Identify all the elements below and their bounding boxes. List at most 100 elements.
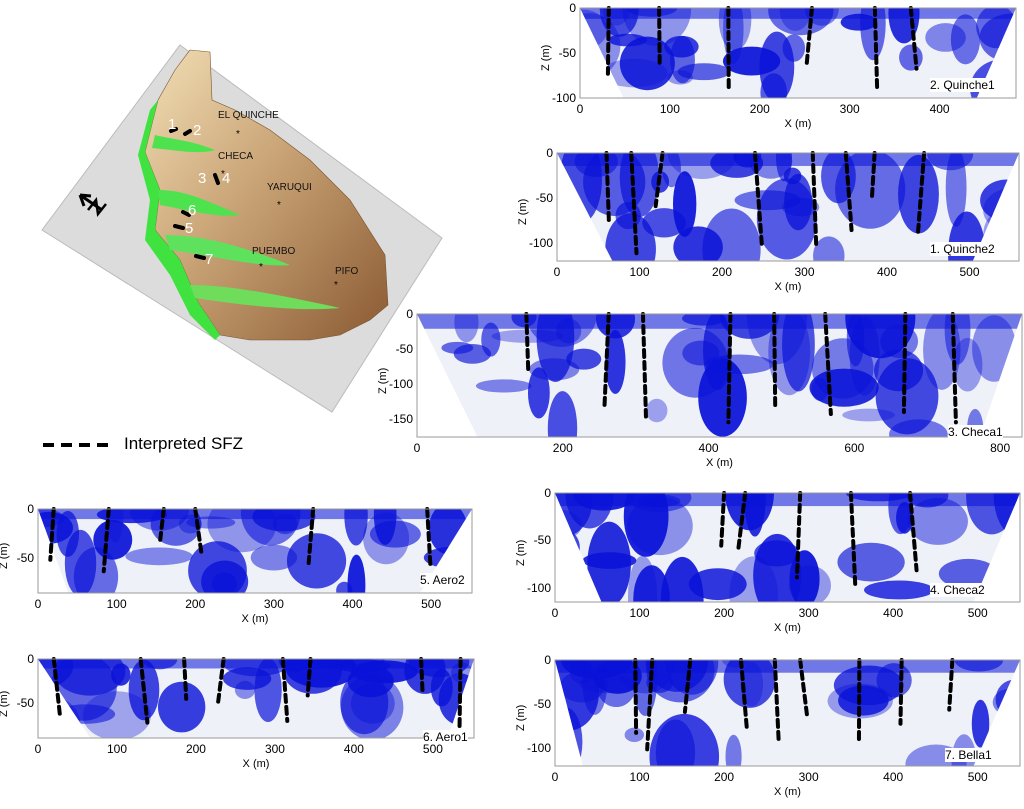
resistivity-anomaly: [907, 497, 968, 545]
sfz-fault-line: [908, 6, 919, 71]
x-tick-label: 800: [990, 441, 1011, 455]
sfz-fault-line: [848, 491, 858, 587]
y-tick-label: 0: [406, 307, 413, 321]
profile-panel-bella1: 0 100 200 300 400 500 0 -50 -100 X (m) Z (m): [515, 653, 1021, 798]
town-label: PIFO: [335, 266, 359, 277]
resistivity-anomaly: [547, 391, 578, 437]
surface-layer: [38, 509, 472, 520]
resistivity-anomaly: [605, 213, 656, 261]
x-tick-label: 400: [342, 597, 363, 611]
sfz-fault-line: [182, 657, 189, 701]
x-tick-label: 0: [413, 441, 421, 455]
sfz-fault-line: [604, 151, 611, 224]
y-axis-label: Z (m): [515, 704, 527, 731]
x-tick-label: 100: [629, 265, 650, 279]
resistivity-anomaly: [725, 734, 742, 766]
resistivity-anomaly: [369, 520, 421, 548]
resistivity-anomaly: [82, 691, 151, 738]
panel-frame: [37, 658, 475, 739]
y-tick-label: 0: [27, 652, 34, 666]
sfz-fault-line: [101, 507, 111, 574]
sfz-fault-line: [772, 658, 781, 746]
town-star: *: [236, 129, 240, 140]
x-tick-label: 200: [711, 265, 733, 279]
resistivity-anomaly: [423, 546, 472, 570]
resistivity-anomaly: [607, 33, 648, 47]
x-tick-label: 600: [844, 441, 865, 455]
resistivity-section: [37, 657, 475, 739]
sfz-fault-line: [138, 657, 150, 725]
y-tick-label: 0: [544, 486, 551, 500]
profile-title: 7. Bella1: [945, 748, 992, 762]
y-axis-label: Z (m): [0, 542, 10, 569]
town-star: *: [334, 280, 338, 291]
x-axis-label: X (m): [784, 118, 812, 130]
sfz-fault-line: [869, 151, 877, 200]
profile-title: 1. Quinche2: [930, 242, 995, 256]
resistivity-anomaly: [753, 533, 802, 602]
resistivity-anomaly: [556, 531, 580, 564]
resistivity-anomaly: [125, 547, 193, 566]
x-axis-label: X (m): [774, 281, 802, 293]
y-tick-label: -50: [16, 551, 34, 566]
sfz-fault-line: [602, 312, 611, 410]
x-tick-label: 200: [552, 441, 573, 455]
x-tick-label: 400: [698, 441, 719, 455]
y-tick-label: -50: [535, 191, 553, 205]
valley-branch: [165, 235, 290, 266]
resistivity-anomaly: [813, 236, 845, 261]
panel-frame: [37, 508, 473, 594]
resistivity-anomaly: [340, 671, 389, 735]
sfz-fault-line: [682, 658, 693, 714]
sfz-fault-line: [157, 507, 166, 546]
x-tick-label: 400: [929, 102, 950, 116]
resistivity-anomaly: [605, 330, 626, 394]
sfz-fault-line: [753, 151, 764, 249]
resistivity-anomaly: [925, 23, 966, 52]
profile-panel-checa2: 0 100 200 300 400 500 0 -50 -100 X (m) Z (m): [515, 486, 1021, 634]
sfz-fault-line: [48, 507, 56, 562]
resistivity-anomaly: [768, 314, 811, 396]
x-tick-label: 200: [749, 102, 770, 116]
y-tick-label: -100: [528, 236, 553, 250]
y-tick-label: -50: [395, 342, 413, 357]
surface-layer: [555, 660, 1020, 673]
y-tick-label: 0: [544, 653, 551, 667]
sfz-fault-line: [872, 6, 880, 91]
x-tick-label: 200: [185, 742, 206, 756]
town-star: *: [259, 262, 263, 273]
resistivity-anomaly: [672, 171, 697, 237]
sfz-fault-line: [193, 507, 204, 558]
x-tick-label: 500: [421, 597, 442, 611]
sfz-fault-line: [719, 491, 727, 548]
resistivity-anomaly: [875, 358, 939, 435]
town-label: EL QUINCHE: [218, 110, 279, 121]
x-tick-label: 0: [551, 606, 559, 620]
resistivity-anomaly: [740, 661, 764, 707]
x-tick-label: 300: [798, 770, 819, 784]
resistivity-anomaly: [188, 541, 247, 593]
valley-branch: [152, 135, 215, 153]
resistivity-anomaly: [898, 154, 939, 234]
resistivity-anomaly: [624, 727, 645, 742]
x-axis-label: X (m): [774, 622, 801, 634]
x-tick-label: 200: [714, 606, 735, 620]
panel-frame: [416, 313, 1023, 438]
sfz-fault-line: [739, 658, 749, 729]
sfz-fault-line: [645, 658, 655, 752]
resistivity-anomaly: [784, 173, 813, 231]
resistivity-anomaly: [529, 358, 580, 381]
y-tick-label: -50: [558, 46, 576, 60]
resistivity-anomaly: [527, 367, 550, 419]
x-axis-label: X (m): [706, 457, 733, 469]
resistivity-section: [37, 507, 473, 594]
resistivity-anomaly: [664, 35, 699, 58]
resistivity-anomaly: [788, 565, 832, 602]
town-label: YARUQUI: [267, 182, 312, 193]
panel-frame: [554, 492, 1021, 603]
resistivity-anomaly: [38, 511, 73, 544]
y-tick-label: -50: [533, 697, 551, 712]
resistivity-anomaly: [453, 343, 492, 364]
sfz-fault-line: [950, 312, 958, 425]
y-tick-label: -50: [16, 695, 34, 710]
